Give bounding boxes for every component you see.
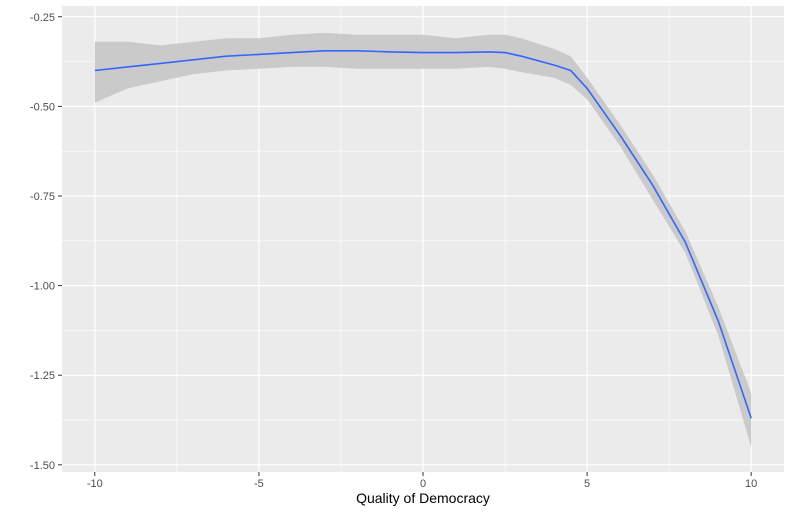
x-tick-label: -10 <box>87 478 103 490</box>
y-tick-label: -0.75 <box>30 191 55 203</box>
y-tick-label: -0.25 <box>30 12 55 24</box>
x-axis: -10 -5 0 5 10 <box>87 472 757 490</box>
x-tick-label: 5 <box>584 478 590 490</box>
y-tick-label: -0.50 <box>30 101 55 113</box>
y-tick-label: -1.00 <box>30 281 55 293</box>
trend-line <box>94 50 752 419</box>
x-axis-title: Quality of Democracy <box>356 490 490 506</box>
confidence-band <box>94 32 752 447</box>
y-tick-label: -1.25 <box>30 370 55 382</box>
x-tick-label: -5 <box>254 478 264 490</box>
major-gridlines <box>62 6 784 472</box>
y-axis: -0.25 -0.50 -0.75 -1.00 -1.25 -1.50 <box>30 12 62 472</box>
y-tick-label: -1.50 <box>30 460 55 472</box>
x-tick-label: 0 <box>420 478 426 490</box>
x-tick-label: 10 <box>745 478 757 490</box>
